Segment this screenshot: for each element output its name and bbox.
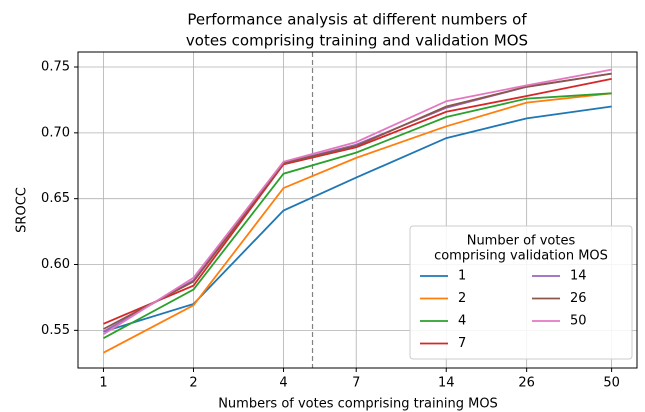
legend-title: Number of votes xyxy=(467,234,576,249)
x-tick-label: 14 xyxy=(438,376,455,391)
chart-title: Performance analysis at different number… xyxy=(187,11,527,29)
y-tick-label: 0.60 xyxy=(41,257,70,272)
legend-label: 4 xyxy=(458,314,466,329)
x-tick-label: 4 xyxy=(279,376,287,391)
legend-label: 7 xyxy=(458,336,466,351)
y-tick-label: 0.65 xyxy=(41,191,70,206)
series-line xyxy=(103,68,612,336)
legend-box xyxy=(409,225,633,360)
y-axis-label: SROCC xyxy=(15,187,30,233)
x-tick-label: 7 xyxy=(352,376,360,391)
chart-title: votes comprising training and validation… xyxy=(186,32,528,50)
x-tick-label: 2 xyxy=(189,376,197,391)
y-tick-label: 0.70 xyxy=(41,125,70,140)
series-line xyxy=(103,92,612,339)
legend-title: comprising validation MOS xyxy=(434,249,608,264)
y-tick-label: 0.55 xyxy=(41,323,70,338)
x-axis-label: Numbers of votes comprising training MOS xyxy=(218,397,498,412)
x-tick-label: 50 xyxy=(603,376,620,391)
legend-label: 26 xyxy=(570,291,587,306)
plot-frame xyxy=(77,51,638,369)
legend-label: 1 xyxy=(458,269,466,284)
series-line xyxy=(103,92,612,354)
series-line xyxy=(103,78,612,325)
x-tick-label: 26 xyxy=(518,376,535,391)
legend-label: 2 xyxy=(458,291,466,306)
legend-label: 14 xyxy=(570,269,587,284)
y-tick-label: 0.75 xyxy=(41,60,70,75)
legend-label: 50 xyxy=(570,314,587,329)
series-line xyxy=(103,72,612,330)
x-tick-label: 1 xyxy=(99,376,107,391)
